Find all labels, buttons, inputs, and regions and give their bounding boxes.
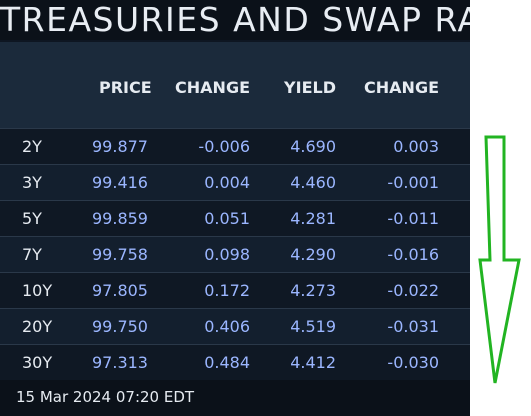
price-cell: 99.877	[92, 137, 148, 156]
header-yield: YIELD	[284, 78, 336, 97]
table-row: 30Y 97.313 0.484 4.412 -0.030	[0, 344, 470, 380]
price-change-cell: 0.484	[204, 353, 250, 372]
header-price: PRICE	[99, 78, 152, 97]
yield-change-cell: -0.011	[387, 209, 439, 228]
treasuries-panel: TREASURIES AND SWAP RAT PRICE CHANGE YIE…	[0, 0, 470, 416]
price-cell: 99.750	[92, 317, 148, 336]
yield-change-cell: -0.016	[387, 245, 439, 264]
yield-change-cell: -0.022	[387, 281, 439, 300]
tenor-cell: 3Y	[22, 173, 42, 192]
tenor-cell: 10Y	[22, 281, 53, 300]
timestamp: 15 Mar 2024 07:20 EDT	[16, 388, 195, 406]
table-row: 3Y 99.416 0.004 4.460 -0.001	[0, 164, 470, 200]
table-header: PRICE CHANGE YIELD CHANGE	[0, 42, 470, 128]
yield-cell: 4.519	[290, 317, 336, 336]
tenor-cell: 7Y	[22, 245, 42, 264]
yield-cell: 4.412	[290, 353, 336, 372]
header-yield-change: CHANGE	[364, 78, 439, 97]
yield-change-cell: -0.001	[387, 173, 439, 192]
down-arrow-icon	[478, 135, 521, 384]
tenor-cell: 30Y	[22, 353, 53, 372]
tenor-cell: 2Y	[22, 137, 42, 156]
table-row: 20Y 99.750 0.406 4.519 -0.031	[0, 308, 470, 344]
price-cell: 99.758	[92, 245, 148, 264]
tenor-cell: 5Y	[22, 209, 42, 228]
yield-change-cell: -0.031	[387, 317, 439, 336]
header-price-change: CHANGE	[175, 78, 250, 97]
price-change-cell: 0.406	[204, 317, 250, 336]
yield-change-cell: 0.003	[393, 137, 439, 156]
table-row: 7Y 99.758 0.098 4.290 -0.016	[0, 236, 470, 272]
table-row: 2Y 99.877 -0.006 4.690 0.003	[0, 128, 470, 164]
price-change-cell: 0.051	[204, 209, 250, 228]
yield-cell: 4.281	[290, 209, 336, 228]
yield-cell: 4.460	[290, 173, 336, 192]
yield-cell: 4.690	[290, 137, 336, 156]
tenor-cell: 20Y	[22, 317, 53, 336]
panel-title: TREASURIES AND SWAP RAT	[0, 0, 470, 40]
price-change-cell: -0.006	[198, 137, 250, 156]
table-footer: 15 Mar 2024 07:20 EDT	[0, 380, 470, 416]
price-change-cell: 0.172	[204, 281, 250, 300]
price-cell: 97.805	[92, 281, 148, 300]
price-cell: 97.313	[92, 353, 148, 372]
yield-cell: 4.290	[290, 245, 336, 264]
table-row: 5Y 99.859 0.051 4.281 -0.011	[0, 200, 470, 236]
yield-change-cell: -0.030	[387, 353, 439, 372]
table-row: 10Y 97.805 0.172 4.273 -0.022	[0, 272, 470, 308]
price-change-cell: 0.098	[204, 245, 250, 264]
yield-cell: 4.273	[290, 281, 336, 300]
price-cell: 99.859	[92, 209, 148, 228]
price-change-cell: 0.004	[204, 173, 250, 192]
price-cell: 99.416	[92, 173, 148, 192]
